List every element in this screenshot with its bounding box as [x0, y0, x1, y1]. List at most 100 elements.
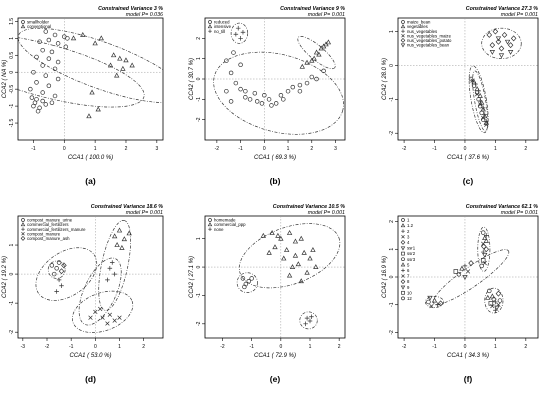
data-point [89, 89, 95, 95]
data-point [52, 66, 58, 72]
data-point [54, 266, 59, 271]
legend-label: maize_bean [407, 20, 431, 25]
data-point [54, 289, 59, 294]
data-point [504, 39, 511, 45]
panel-caption: (a) [85, 176, 96, 186]
data-point [482, 260, 487, 266]
legend-label: 1.2 [407, 223, 414, 228]
data-point [474, 92, 480, 97]
y-tick-label: 1 [389, 30, 395, 33]
data-point [477, 98, 483, 104]
panel-caption: (b) [270, 176, 281, 186]
data-point [437, 300, 444, 307]
data-point [498, 45, 505, 52]
legend: maize_beanvegetablesnus_vegetablesnus_ve… [400, 20, 452, 48]
legend-label: compost_manure [27, 231, 61, 236]
data-point [429, 303, 434, 309]
legend-marker [401, 257, 405, 262]
data-point [309, 57, 315, 63]
legend-marker [401, 251, 405, 256]
x-axis-label: CCA1 ( 34.3 %) [447, 353, 489, 359]
data-point [240, 276, 246, 281]
data-point [482, 113, 488, 119]
data-point [480, 249, 486, 255]
legend-label: nus_vegetables_bean [407, 43, 450, 48]
data-point [307, 255, 313, 261]
legend-label: ssr2 [407, 251, 416, 256]
data-point [110, 52, 117, 58]
x-tick-label: 1 [494, 146, 497, 152]
data-point [46, 56, 52, 61]
data-point [486, 31, 493, 38]
data-point [281, 97, 286, 102]
data-point [482, 252, 488, 258]
data-point [297, 88, 303, 94]
data-point [46, 37, 52, 43]
legend-label: 10 [407, 290, 412, 295]
data-point [80, 31, 86, 37]
data-point [32, 100, 38, 105]
chart-subtitle: model P= 0.001 [501, 12, 538, 18]
data-point [109, 260, 115, 265]
x-tick-label: 1 [309, 344, 312, 350]
x-tick-label: 2 [524, 344, 527, 350]
plot-area [18, 216, 163, 338]
x-tick-label: -2 [402, 344, 407, 350]
y-tick-label: -2 [9, 330, 15, 335]
plot-frame [397, 17, 539, 141]
data-point [487, 288, 492, 294]
series-cluster-middle [453, 260, 474, 281]
data-point [34, 80, 39, 85]
y-tick-label: -1 [389, 97, 395, 102]
y-tick-label: 1 [9, 243, 15, 246]
panel-d: -3 -2 -1 0 1 2 -2 -1 0 1 Constrained Variance 18.6… [2, 204, 164, 384]
legend-marker [400, 24, 406, 29]
data-point [495, 290, 502, 297]
panel-caption: (e) [270, 374, 281, 384]
x-axis-label: CCA1 ( 72.9 %) [254, 353, 296, 359]
legend-label: 9 [407, 285, 410, 290]
chart-title: Constrained Variance 9 % [280, 6, 345, 12]
plot-area [205, 18, 345, 140]
x-tick-label: 3 [334, 146, 337, 152]
data-point [116, 227, 123, 233]
data-point [488, 301, 494, 306]
chart-title: Constrained Variance 27.3 % [466, 6, 539, 12]
legend-label: ssr3 [407, 257, 416, 262]
data-point [231, 50, 236, 55]
chart-subtitle: model P= 0.036 [126, 12, 163, 18]
series-homemade [240, 276, 254, 290]
group-ellipse [78, 257, 122, 326]
data-point [483, 233, 489, 238]
x-tick-label: 2 [142, 344, 145, 350]
data-point [40, 98, 45, 104]
legend-label: homemade [214, 218, 236, 223]
data-point [290, 84, 296, 90]
chart-title: Constrained Variance 62.1 % [466, 204, 539, 210]
data-point [266, 97, 272, 102]
data-point [298, 278, 304, 284]
legend-marker [401, 296, 405, 301]
data-point [243, 88, 248, 94]
data-point [489, 42, 496, 49]
x-tick-label: -1 [432, 344, 437, 350]
y-axis-label: CCA2 ( 27.1 %) [189, 256, 195, 298]
x-tick-label: 1 [494, 344, 497, 350]
x-tick-label: 2 [125, 146, 128, 152]
group-ellipse [432, 249, 510, 305]
data-point [462, 263, 468, 269]
legend-marker [401, 268, 405, 273]
group-ellipse [425, 296, 445, 308]
data-point [249, 276, 254, 281]
x-tick-label: 2 [524, 146, 527, 152]
legend-label: commercial_fertilizers [27, 222, 69, 227]
data-point [495, 38, 502, 45]
data-point [238, 62, 243, 68]
data-point [233, 31, 239, 37]
data-point [490, 303, 495, 309]
legend-marker [400, 246, 406, 251]
y-tick-label: 0 [9, 71, 15, 74]
data-point [243, 95, 248, 100]
plot-frame [204, 215, 346, 339]
data-point [468, 76, 474, 82]
